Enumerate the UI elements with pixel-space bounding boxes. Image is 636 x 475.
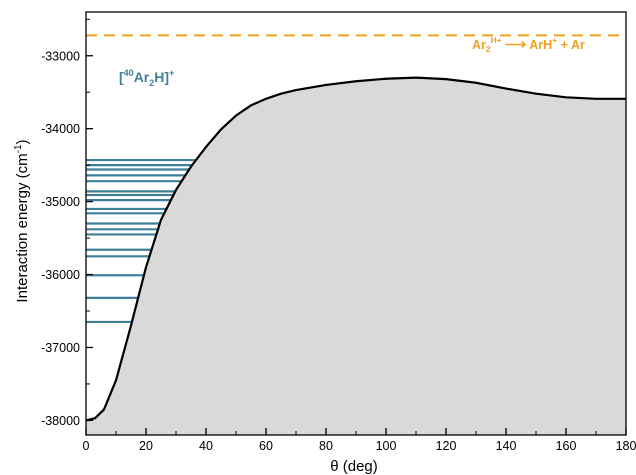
x-axis-ticks: 0 20 40 60 80 100 120 140 160 180 (83, 428, 636, 453)
potential-curve (85, 76, 626, 422)
y-axis-title-close: ) (14, 139, 31, 144)
reactant-subscript: 2 (486, 44, 491, 54)
species-bracket: [ (119, 69, 124, 85)
x-tick-label: 140 (496, 439, 517, 453)
species-isotope: 40 (124, 68, 134, 78)
product-superscript: + (552, 35, 557, 45)
product-arh: ArH (529, 38, 552, 52)
species-rest: H] (154, 69, 169, 85)
x-tick-label: 60 (259, 439, 273, 453)
x-tick-label: 80 (319, 439, 333, 453)
vibrational-levels (86, 158, 196, 324)
x-tick-label: 180 (616, 439, 636, 453)
x-tick-label: 20 (139, 439, 153, 453)
species-charge: + (169, 68, 174, 78)
x-tick-label: 0 (83, 439, 90, 453)
reactant-ar: Ar (472, 38, 486, 52)
dissociation-channel-label: Ar2H+ ⟶ ArH+ + Ar (472, 35, 585, 54)
y-tick-label: -33000 (41, 49, 80, 63)
reaction-arrow: ⟶ (505, 36, 527, 53)
x-tick-label: 120 (436, 439, 457, 453)
y-axis-ticks: -38000 -37000 -36000 -35000 -34000 -33000 (41, 18, 93, 428)
species-subscript: 2 (149, 78, 154, 88)
x-tick-label: 40 (199, 439, 213, 453)
potential-area-fill (86, 77, 626, 435)
species-element: Ar (134, 69, 150, 85)
y-tick-label: -37000 (41, 341, 80, 355)
y-axis-title: Interaction energy (cm-1) (13, 139, 31, 302)
plot-area (85, 34, 626, 435)
product-tail: + Ar (557, 38, 585, 52)
species-label: [40Ar2H]+ (119, 68, 174, 88)
x-tick-label: 100 (376, 439, 397, 453)
reactant-superscript: H+ (491, 35, 502, 45)
y-tick-label: -34000 (41, 122, 80, 136)
y-axis-title-text: Interaction energy (cm (14, 153, 31, 302)
y-tick-label: -36000 (41, 268, 80, 282)
x-axis-title: θ (deg) (330, 458, 378, 475)
y-tick-label: -35000 (41, 195, 80, 209)
y-tick-label: -38000 (41, 414, 80, 428)
x-tick-label: 160 (556, 439, 577, 453)
y-axis-title-superscript: -1 (13, 144, 24, 153)
